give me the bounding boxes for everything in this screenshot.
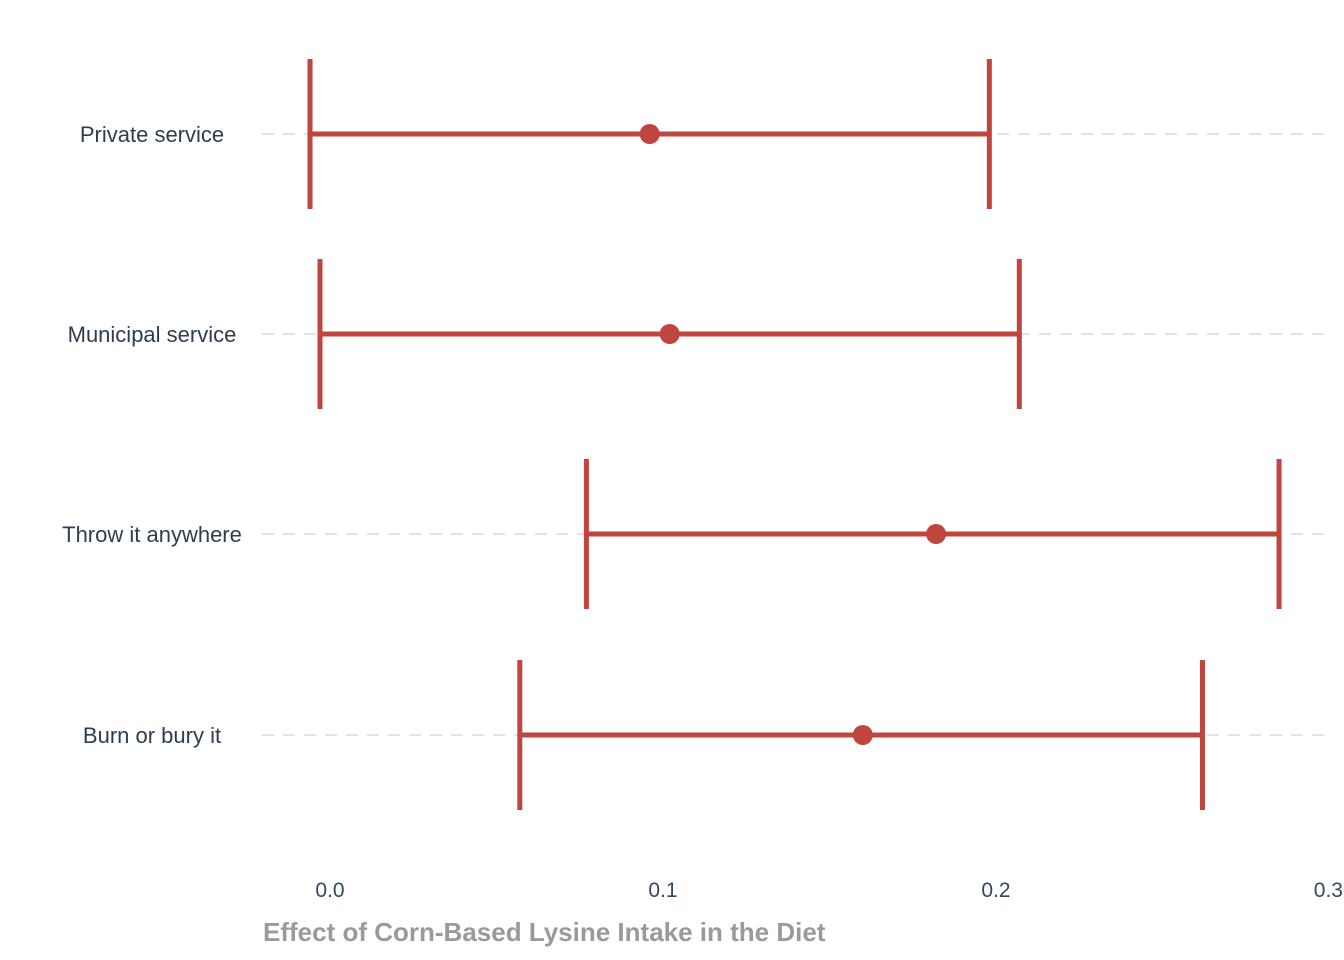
- error-bar-1: [317, 259, 1022, 409]
- estimate-point-0: [639, 124, 660, 144]
- x-axis-title: Effect of Corn-Based Lysine Intake in th…: [263, 917, 826, 947]
- estimate-point-3: [852, 725, 873, 745]
- x-tick-label-1: 0.1: [648, 879, 677, 902]
- grid-lines: [262, 133, 1330, 736]
- error-bar-2: [583, 459, 1282, 609]
- category-label-3: Burn or bury it: [83, 723, 221, 748]
- x-axis-ticks: 0.0 0.1 0.2 0.3: [315, 879, 1343, 902]
- x-tick-label-3: 0.3: [1314, 879, 1343, 902]
- category-label-1: Municipal service: [68, 322, 237, 347]
- category-label-2: Throw it anywhere: [62, 522, 242, 547]
- category-labels: Private service Municipal service Throw it…: [62, 122, 242, 748]
- x-tick-label-2: 0.2: [981, 879, 1010, 902]
- error-bar-3: [517, 660, 1205, 810]
- estimate-point-1: [659, 324, 680, 344]
- error-bars: [307, 59, 1282, 810]
- error-bar-0: [307, 59, 992, 209]
- x-tick-label-0: 0.0: [315, 879, 344, 902]
- estimate-point-2: [926, 524, 947, 544]
- category-label-0: Private service: [80, 122, 224, 147]
